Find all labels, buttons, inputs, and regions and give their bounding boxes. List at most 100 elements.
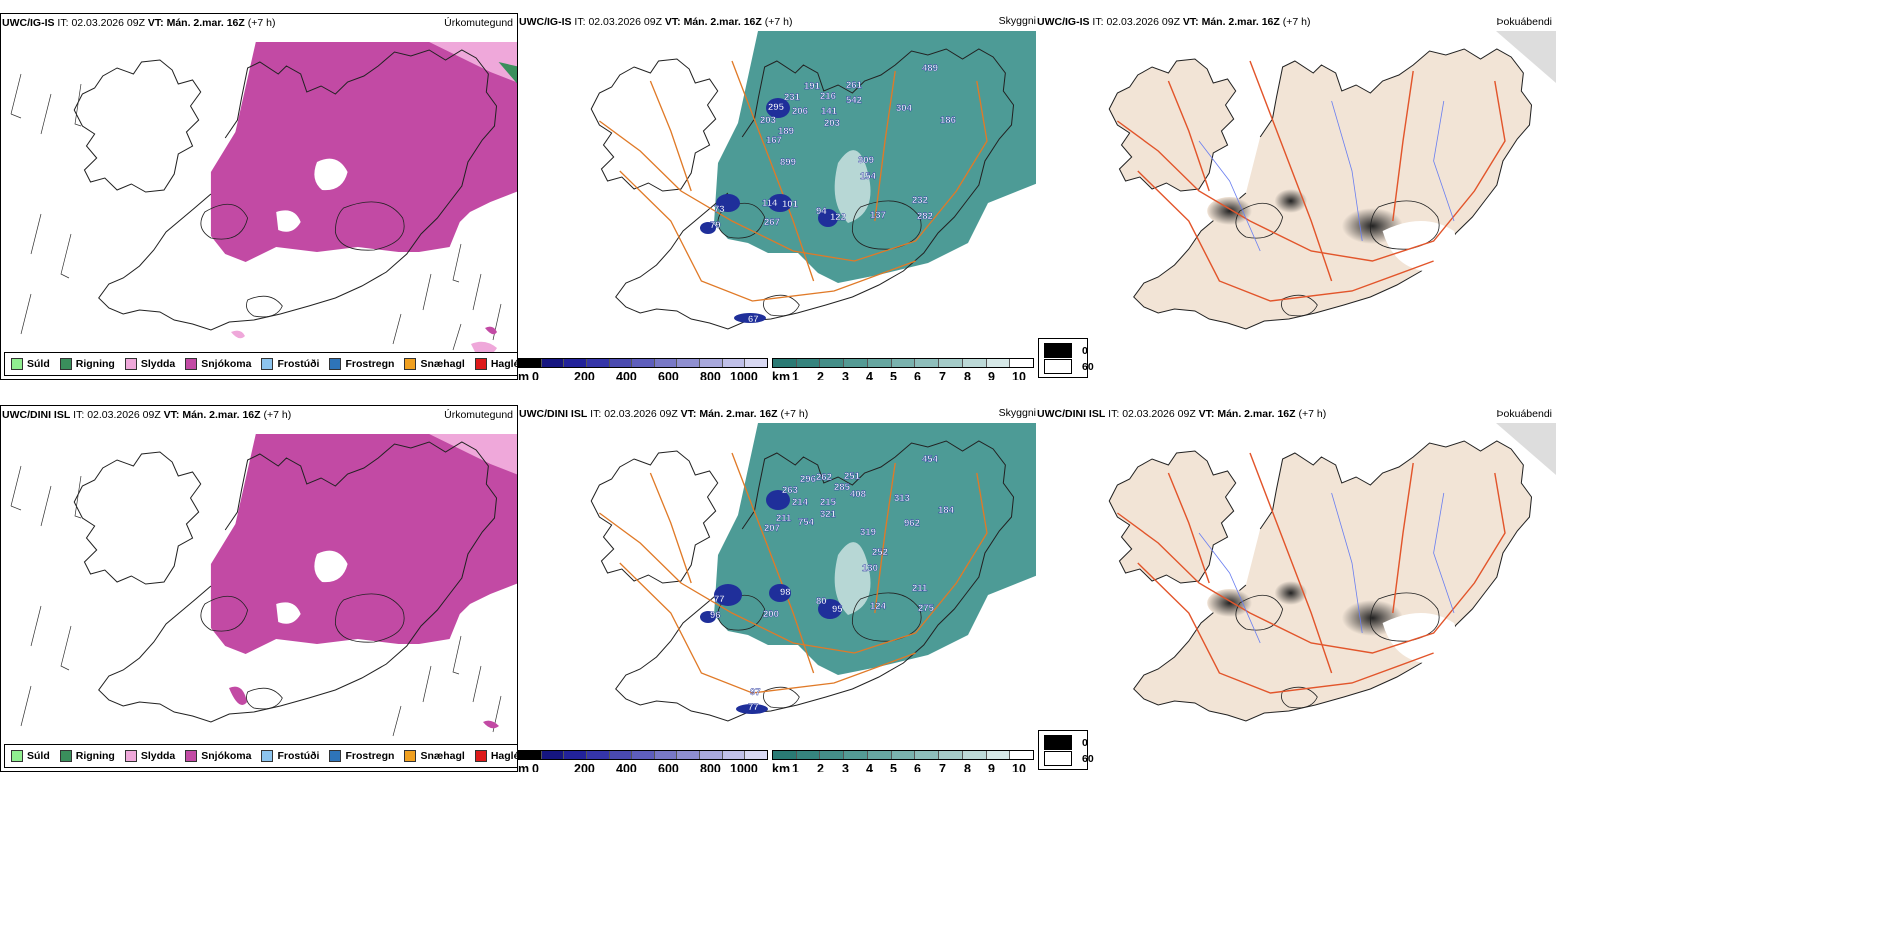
visibility-area [714,423,1038,675]
sleet-area [429,42,517,83]
legend-item-hail: Haglél [474,358,517,370]
ceiling-value-label: 124 [870,601,887,612]
ceiling-value-label: 101 [782,199,799,210]
ceiling-value-label: 141 [821,106,838,117]
panel-title: Þokuábendi [1496,16,1552,28]
ceiling-value-label: 215 [820,497,837,508]
ceiling-value-label: 97 [750,687,761,698]
fog-legend-bottom: 0 60 [1038,730,1094,770]
legend-item-freezing-rain: Frostregn [329,750,394,762]
low-ceiling-spots [700,490,842,714]
panel-header: UWC/DINI ISL IT: 02.03.2026 09Z VT: Mán.… [519,408,809,420]
ceiling-value-label: 191 [804,81,821,92]
ceiling-value-label: 114 [762,198,778,209]
ceiling-value-label: 211 [776,513,792,524]
visibility-colorbar: km 1 2 3 4 5 6 7 8 9 10 [772,358,1034,380]
sleet-area [429,434,517,475]
ceiling-value-label: 73 [714,204,725,215]
panel-title: Þokuábendi [1496,408,1552,420]
legend-item-snow-pellets: Snæhagl [404,358,465,370]
fog-map [1108,423,1556,722]
ceiling-value-label: 80 [816,596,827,607]
ceiling-value-label: 296 [800,474,816,485]
legend-item-rain: Rigning [59,358,115,370]
ceiling-value-label: 542 [846,95,862,106]
rivers [1198,492,1455,644]
snow-area [210,42,517,262]
precip-legend: Súld Rigning Slydda Snjókoma Frostúði Fr… [4,744,517,768]
wind-barbs [10,465,502,737]
ceiling-value-label: 77 [714,594,725,605]
ceiling-value-label: 962 [904,518,920,529]
ceiling-value-label: 122 [830,212,846,223]
wind-barbs [10,73,502,351]
legend-item-hail: Haglél [474,750,517,762]
ceiling-value-label: 489 [922,63,938,74]
ceiling-value-label: 94 [816,206,827,217]
ceiling-value-label: 754 [798,517,815,528]
snow-area [210,434,517,654]
ceiling-value-label: 408 [850,489,866,500]
ceiling-value-label: 207 [764,523,780,534]
precip-map [10,42,517,354]
ceiling-value-label: 137 [870,210,886,221]
legend-item-snow: Snjókoma [185,358,251,370]
ceiling-value-label: 231 [784,92,801,103]
precip-type-panel-top: UWC/IG-IS IT: 02.03.2026 09Z VT: Mán. 2.… [0,13,518,380]
legend-item-freezing-drizzle: Frostúði [261,750,319,762]
roads [1116,60,1506,302]
fog-map [1108,31,1556,330]
ceiling-value-label: 216 [820,91,836,102]
ceiling-value-label: 203 [824,118,840,129]
ceiling-value-label: 252 [872,547,888,558]
ceiling-value-label: 313 [894,493,910,504]
ceiling-value-label: 96 [710,610,721,621]
ceiling-value-label: 95 [832,604,843,615]
ceiling-value-label: 189 [778,126,794,137]
ceiling-value-label: 98 [780,587,791,598]
ceiling-value-label: 262 [816,472,832,483]
ceiling-value-label: 79 [710,220,721,231]
ceiling-value-label: 309 [858,155,874,166]
ceiling-panel-bottom: UWC/DINI ISL IT: 02.03.2026 09Z VT: Mán.… [518,405,1038,772]
ceiling-value-label: 203 [760,115,776,126]
low-ceiling-spots [700,98,838,323]
legend-item-snow-pellets: Snæhagl [404,750,465,762]
ceiling-value-label: 184 [938,505,955,516]
fog-panel-top: UWC/IG-IS IT: 02.03.2026 09Z VT: Mán. 2.… [1036,13,1556,338]
visibility-area [714,31,1038,283]
legend-item-freezing-rain: Frostregn [329,358,394,370]
ceiling-panel-top: UWC/IG-IS IT: 02.03.2026 09Z VT: Mán. 2.… [518,13,1038,380]
panel-title: Úrkomutegund [444,17,513,29]
ceiling-value-label: 167 [766,135,782,146]
visibility-colorbar: km 1 2 3 4 5 6 7 8 9 10 [772,750,1034,772]
ceiling-value-label: 267 [764,217,780,228]
ceiling-value-label: 321 [820,509,837,520]
ceiling-value-label: 232 [912,195,928,206]
panel-title: Skyggni [998,407,1036,419]
legend-item-snow: Snjókoma [185,750,251,762]
rivers [1198,100,1455,252]
precip-legend: Súld Rigning Slydda Snjókoma Frostúði Fr… [4,352,517,376]
legend-item-freezing-drizzle: Frostúði [261,358,319,370]
roads [599,452,988,694]
ceiling-value-label: 454 [922,454,939,465]
ceiling-value-label: 251 [844,471,861,482]
ceiling-value-label: 282 [917,211,933,222]
ceiling-value-label: 275 [918,603,935,614]
ceiling-value-label: 263 [782,485,798,496]
legend-item-sleet: Slydda [124,750,175,762]
panel-title: Úrkomutegund [444,409,513,421]
roads [599,60,988,302]
fog-panel-bottom: UWC/DINI ISL IT: 02.03.2026 09Z VT: Mán.… [1036,405,1556,730]
ceiling-value-label: 211 [912,583,928,594]
panel-title: Skyggni [998,15,1036,27]
ceiling-value-label: 304 [896,103,913,114]
ceiling-value-label: 200 [763,609,779,620]
legend-item-drizzle: Súld [11,750,50,762]
panel-header: UWC/IG-IS IT: 02.03.2026 09Z VT: Mán. 2.… [519,16,793,28]
